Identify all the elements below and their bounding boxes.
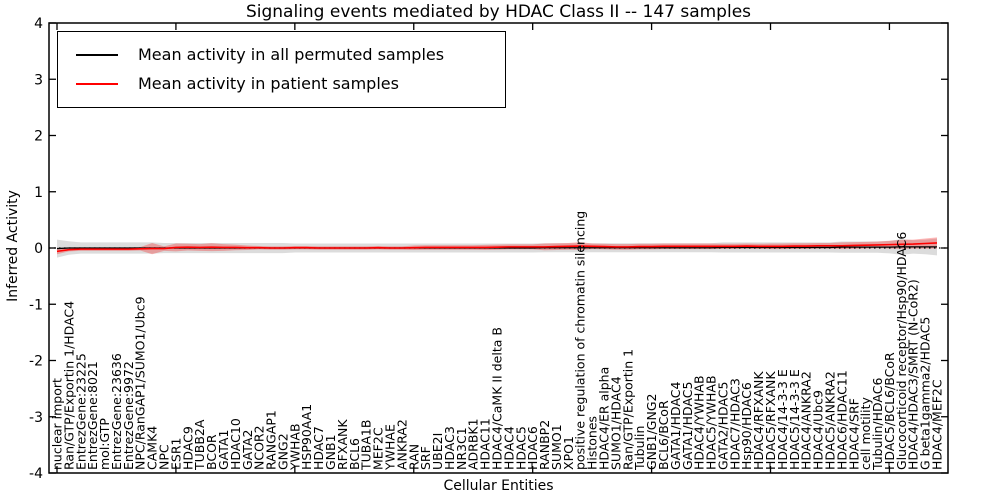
x-tick-label: Tubulin bbox=[632, 426, 647, 471]
x-tick-label: GNB1/GNG2 bbox=[644, 394, 659, 470]
y-tick-label: -1 bbox=[29, 297, 43, 313]
x-tick-label: HDAC5/ANKRA2 bbox=[822, 371, 837, 470]
x-tick-label: ESR1 bbox=[168, 438, 183, 470]
y-tick-label: -2 bbox=[29, 354, 43, 370]
x-tick-label: GATA1/HDAC4 bbox=[668, 381, 683, 470]
x-tick-label: YWHAE bbox=[382, 424, 397, 471]
x-tick-label: HDAC4/ANKRA2 bbox=[799, 371, 814, 470]
x-tick-label: HDAC4/CaMK II delta B bbox=[490, 327, 505, 470]
x-tick-label: HDAC4/Ubc9 bbox=[811, 390, 826, 470]
legend-label: Mean activity in patient samples bbox=[138, 74, 399, 93]
x-tick-label: UBE2I bbox=[430, 433, 445, 470]
y-axis-label: Inferred Activity bbox=[5, 190, 21, 302]
x-tick-label: RANBP2 bbox=[537, 420, 552, 470]
legend-line-swatch-red bbox=[76, 82, 118, 85]
x-tick-label: HDAC4/ER alpha bbox=[597, 367, 612, 470]
x-tick-label: HDAC9 bbox=[180, 426, 195, 470]
x-tick-label: RANGAP1 bbox=[264, 410, 279, 470]
x-tick-label: HDAC5/14-3-3 E bbox=[787, 369, 802, 470]
x-tick-label: YWHAB bbox=[287, 423, 302, 471]
y-tick-label: -4 bbox=[29, 466, 43, 482]
x-tick-label: cell motility bbox=[858, 396, 873, 470]
legend: Mean activity in all permuted samples Me… bbox=[57, 31, 506, 108]
x-tick-label: GNG2 bbox=[275, 433, 290, 470]
x-tick-label: Ran/GTP/Exportin 1/HDAC4 bbox=[61, 301, 76, 470]
x-tick-label: HDAC5 bbox=[513, 426, 528, 470]
x-tick-label: HDAC4/RFXANK bbox=[751, 371, 766, 470]
x-tick-label: NCOR2 bbox=[252, 425, 267, 470]
x-tick-label: HDAC4/MEF2C bbox=[930, 379, 945, 470]
x-tick-label: SUMO1/HDAC4 bbox=[608, 376, 623, 470]
series-line-patient bbox=[56, 242, 938, 253]
x-tick-label: Glucocorticoid receptor/Hsp90/HDAC6 bbox=[894, 232, 909, 470]
legend-item-permuted: Mean activity in all permuted samples bbox=[68, 40, 495, 69]
y-tick-label: 1 bbox=[34, 185, 43, 201]
x-tick-label: HDAC7/HDAC3 bbox=[727, 378, 742, 470]
x-tick-label: Histones bbox=[585, 416, 600, 470]
x-tick-label: TUBB2A bbox=[192, 419, 207, 471]
x-tick-label: EntrezGene:8021 bbox=[85, 361, 100, 470]
y-tick-label: 2 bbox=[34, 129, 43, 145]
x-tick-label: GNB1 bbox=[323, 434, 338, 470]
x-tick-label: HSP90AA1 bbox=[299, 404, 314, 470]
x-tick-label: NPC/RanGAP1/SUMO1/Ubc9 bbox=[133, 296, 148, 470]
x-tick-label: nuclear import bbox=[50, 378, 65, 470]
x-tick-label: SUMO1 bbox=[549, 424, 564, 470]
x-tick-label: GATA2/HDAC5 bbox=[715, 382, 730, 470]
x-tick-label: CAMK4 bbox=[145, 426, 160, 470]
x-tick-label: mol:GTP bbox=[97, 418, 112, 470]
x-tick-label: Ran/GTP/Exportin 1 bbox=[620, 349, 635, 470]
x-tick-label: HDAC5/YWHAB bbox=[704, 375, 719, 470]
x-tick-label: Hsp90/HDAC6 bbox=[739, 382, 754, 470]
x-tick-label: HDAC4/YWHAB bbox=[692, 375, 707, 470]
x-tick-label: EntrezGene:9972 bbox=[121, 361, 136, 470]
x-tick-label: MEF2C bbox=[371, 427, 386, 470]
x-tick-label: HDAC4 bbox=[501, 426, 516, 470]
y-tick-label: 0 bbox=[34, 241, 43, 257]
legend-label: Mean activity in all permuted samples bbox=[138, 45, 445, 64]
x-tick-label: BCOR bbox=[204, 434, 219, 470]
x-tick-label: RAN bbox=[406, 444, 421, 470]
x-tick-label: GATA1/HDAC5 bbox=[680, 382, 695, 470]
y-tick-label: 4 bbox=[34, 16, 43, 32]
x-tick-label: HDAC4/14-3-3 E bbox=[775, 369, 790, 470]
x-tick-label: HDAC10 bbox=[228, 418, 243, 470]
x-tick-label: HDAC3 bbox=[442, 426, 457, 470]
x-axis-label: Cellular Entities bbox=[443, 478, 554, 494]
x-tick-label: SRF bbox=[418, 446, 433, 470]
x-tick-label: HDAC6/HDAC11 bbox=[834, 370, 849, 470]
chart-title: Signaling events mediated by HDAC Class … bbox=[245, 2, 752, 22]
x-tick-label: positive regulation of chromatin silenci… bbox=[573, 211, 588, 470]
x-tick-label: NR3C1 bbox=[454, 427, 469, 470]
x-tick-label: BCL6 bbox=[347, 438, 362, 470]
x-tick-label: HDAC5/BCL6/BCoR bbox=[882, 352, 897, 470]
y-tick-label: 3 bbox=[34, 72, 43, 88]
x-tick-label: HDAC4/HDAC3/SMRT (N-CoR2) bbox=[906, 279, 921, 470]
x-tick-label: GATA2 bbox=[240, 430, 255, 470]
x-tick-label: RFXANK bbox=[335, 419, 350, 470]
x-tick-label: EntrezGene:23225 bbox=[73, 353, 88, 470]
x-tick-label: Tubulin/HDAC6 bbox=[870, 378, 885, 471]
x-tick-label: HDAC11 bbox=[478, 418, 493, 470]
legend-line-swatch-black bbox=[76, 53, 118, 56]
band-patient-std bbox=[57, 237, 937, 255]
x-tick-label: ADRBK1 bbox=[466, 418, 481, 470]
x-tick-label: EntrezGene:23636 bbox=[109, 353, 124, 470]
x-tick-label: XPO1 bbox=[561, 436, 576, 470]
x-tick-label: HDAC4/SRF bbox=[846, 398, 861, 470]
x-tick-label: GATA1 bbox=[216, 430, 231, 470]
x-tick-label: HDAC5/RFXANK bbox=[763, 371, 778, 470]
y-tick-label: -3 bbox=[29, 410, 43, 426]
x-tick-label: BCL6/BCoR bbox=[656, 400, 671, 470]
legend-item-patient: Mean activity in patient samples bbox=[68, 69, 495, 98]
x-tick-label: HDAC7 bbox=[311, 426, 326, 470]
x-tick-label: NPC bbox=[157, 444, 172, 470]
x-tick-label: ANKRA2 bbox=[394, 419, 409, 470]
x-tick-label: G beta1gamma2/HDAC5 bbox=[918, 317, 933, 470]
x-tick-label: HDAC6 bbox=[525, 426, 540, 470]
x-tick-label: TUBA1B bbox=[359, 420, 374, 471]
